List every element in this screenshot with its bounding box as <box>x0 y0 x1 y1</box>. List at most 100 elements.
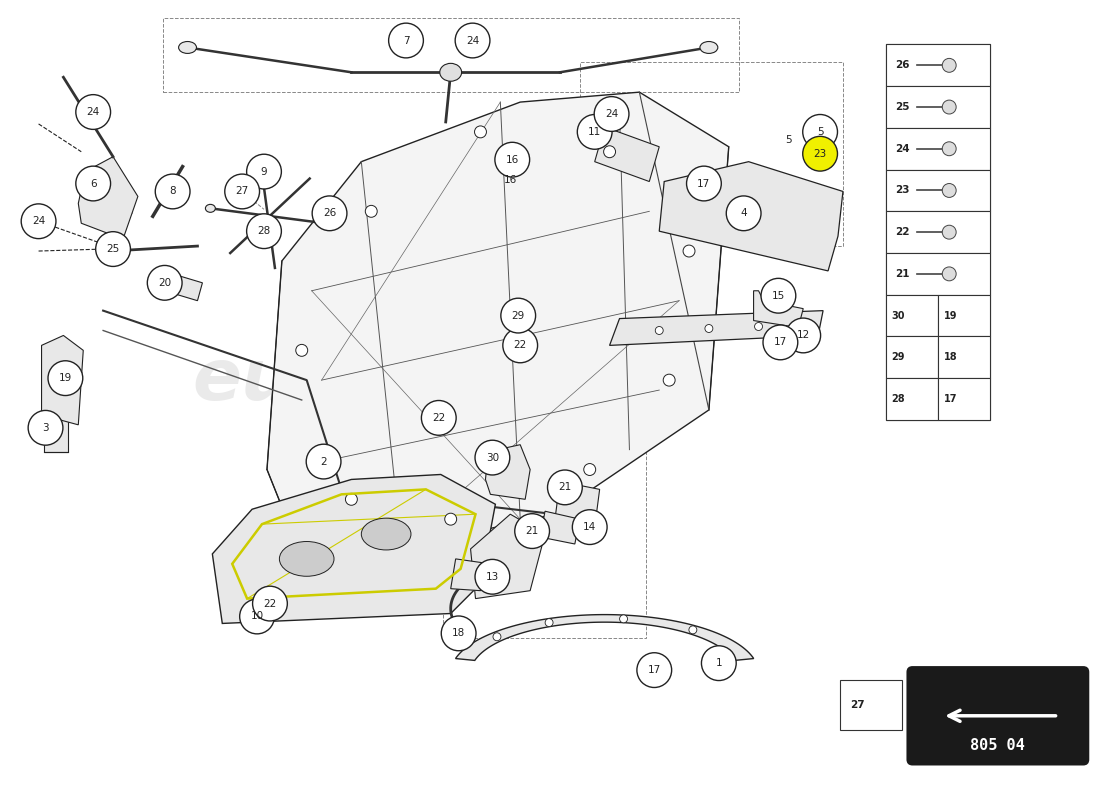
Polygon shape <box>42 335 84 425</box>
Circle shape <box>943 350 956 364</box>
Ellipse shape <box>361 518 411 550</box>
Bar <box>886 128 990 170</box>
Circle shape <box>705 325 713 333</box>
Text: 20: 20 <box>158 278 172 288</box>
Circle shape <box>475 559 509 594</box>
Polygon shape <box>485 445 530 499</box>
Circle shape <box>578 114 612 150</box>
Text: 17: 17 <box>773 338 786 347</box>
Polygon shape <box>754 290 803 327</box>
Circle shape <box>943 183 956 198</box>
Circle shape <box>345 494 358 506</box>
Text: 28: 28 <box>892 394 905 404</box>
Circle shape <box>689 626 696 634</box>
Ellipse shape <box>279 542 334 576</box>
Text: 8: 8 <box>169 186 176 197</box>
Bar <box>886 170 990 211</box>
Text: 30: 30 <box>486 453 499 462</box>
Text: 21: 21 <box>559 482 572 492</box>
Bar <box>938 337 990 378</box>
Text: 6: 6 <box>90 178 97 189</box>
Text: 23: 23 <box>895 186 910 195</box>
Circle shape <box>726 196 761 230</box>
Text: 27: 27 <box>235 186 249 197</box>
Circle shape <box>441 616 476 650</box>
Circle shape <box>572 510 607 545</box>
Text: 17: 17 <box>697 178 711 189</box>
Text: 19: 19 <box>895 310 910 321</box>
Circle shape <box>943 267 956 281</box>
Text: 25: 25 <box>107 244 120 254</box>
Circle shape <box>296 344 308 356</box>
Circle shape <box>21 204 56 238</box>
Bar <box>163 18 739 92</box>
Circle shape <box>763 325 798 360</box>
Circle shape <box>943 100 956 114</box>
Polygon shape <box>267 92 728 569</box>
Circle shape <box>755 322 762 330</box>
Circle shape <box>663 374 675 386</box>
Circle shape <box>943 58 956 72</box>
Text: 25: 25 <box>895 102 910 112</box>
Circle shape <box>548 470 582 505</box>
Text: 29: 29 <box>892 352 905 362</box>
Circle shape <box>312 196 346 230</box>
Circle shape <box>943 142 956 156</box>
Polygon shape <box>609 310 823 346</box>
Polygon shape <box>455 614 754 661</box>
Text: 11: 11 <box>588 127 602 137</box>
Text: 30: 30 <box>892 310 905 321</box>
Circle shape <box>421 401 456 435</box>
Polygon shape <box>44 346 68 452</box>
Bar <box>886 170 990 211</box>
Text: 25: 25 <box>895 102 910 112</box>
Text: 21: 21 <box>526 526 539 536</box>
Circle shape <box>365 206 377 218</box>
Circle shape <box>96 232 131 266</box>
Bar <box>886 294 990 337</box>
Circle shape <box>656 326 663 334</box>
Circle shape <box>943 309 956 322</box>
Circle shape <box>943 392 956 406</box>
Text: 18: 18 <box>452 628 465 638</box>
Circle shape <box>803 136 837 171</box>
Circle shape <box>155 174 190 209</box>
Circle shape <box>702 646 736 681</box>
Circle shape <box>637 653 672 687</box>
Circle shape <box>388 23 424 58</box>
Text: 3: 3 <box>42 423 48 433</box>
Text: 24: 24 <box>895 144 910 154</box>
Text: 23: 23 <box>895 186 910 195</box>
Ellipse shape <box>440 63 462 82</box>
Bar <box>886 211 990 253</box>
Bar <box>886 337 938 378</box>
Circle shape <box>785 318 821 353</box>
Circle shape <box>240 599 274 634</box>
Polygon shape <box>659 162 843 271</box>
Polygon shape <box>556 482 600 527</box>
Bar <box>886 378 938 420</box>
Bar <box>938 294 990 337</box>
Circle shape <box>943 226 956 239</box>
Circle shape <box>803 114 837 150</box>
Text: 16: 16 <box>504 174 517 185</box>
Circle shape <box>147 266 183 300</box>
Circle shape <box>48 361 82 395</box>
Circle shape <box>246 214 282 249</box>
Text: 1: 1 <box>715 658 722 668</box>
Text: 26: 26 <box>895 60 910 70</box>
Circle shape <box>546 618 553 626</box>
Bar <box>840 680 902 730</box>
Text: 21: 21 <box>895 269 910 279</box>
Text: 18: 18 <box>944 352 957 362</box>
Text: 16: 16 <box>506 154 519 165</box>
Text: 17: 17 <box>648 665 661 675</box>
FancyBboxPatch shape <box>908 667 1088 765</box>
Bar <box>938 378 990 420</box>
Circle shape <box>943 226 956 239</box>
Bar <box>886 211 990 253</box>
Polygon shape <box>471 514 544 598</box>
Text: 22: 22 <box>895 227 910 237</box>
Text: 13: 13 <box>486 572 499 582</box>
Bar <box>442 434 647 638</box>
